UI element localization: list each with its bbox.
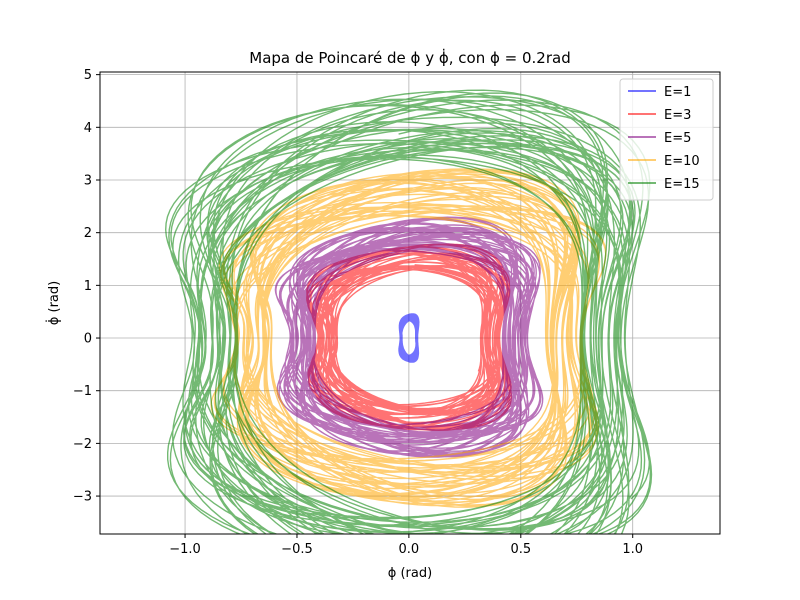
series-line-e-1 [398,313,420,363]
y-axis-label: ϕ̇ (rad) [46,281,62,325]
x-tick-label-0: −1.0 [169,542,201,557]
x-tick-label-3: 0.5 [510,542,531,557]
x-axis-label: ϕ (rad) [388,566,432,581]
x-tick-label-4: 1.0 [622,542,643,557]
legend-label-3: E=10 [664,154,700,169]
legend-label-4: E=15 [664,177,700,192]
series-line-e-15 [164,89,653,534]
y-tick-label-1: −2 [73,437,92,452]
legend-label-2: E=5 [664,131,691,146]
y-tick-label-2: −1 [73,384,92,399]
legend-label-1: E=3 [664,108,691,123]
y-axis-ticks: −3 −2 −1 0 1 2 3 4 5 [73,68,100,505]
x-tick-label-2: 0.0 [399,542,420,557]
legend: E=1 E=3 E=5 E=10 E=15 [619,78,714,201]
chart-title: Mapa de Poincaré de ϕ y ϕ̇, con ϕ = 0.2r… [249,48,570,67]
y-tick-label-7: 4 [84,121,92,136]
y-tick-label-6: 3 [84,173,92,188]
x-axis-ticks: −1.0 −0.5 0.0 0.5 1.0 [169,534,643,557]
plot-area [164,89,653,534]
y-tick-label-3: 0 [84,332,92,347]
legend-label-0: E=1 [664,85,691,100]
legend-box [619,78,714,201]
y-tick-label-8: 5 [84,68,92,83]
x-tick-label-1: −0.5 [281,542,313,557]
axes-frame [99,71,721,535]
series-line-e-10 [210,168,607,508]
y-tick-label-0: −3 [73,490,92,505]
series-line-e-5 [274,216,544,458]
y-tick-label-4: 1 [84,279,92,294]
series-line-e-3 [306,243,512,432]
y-tick-label-5: 2 [84,226,92,241]
